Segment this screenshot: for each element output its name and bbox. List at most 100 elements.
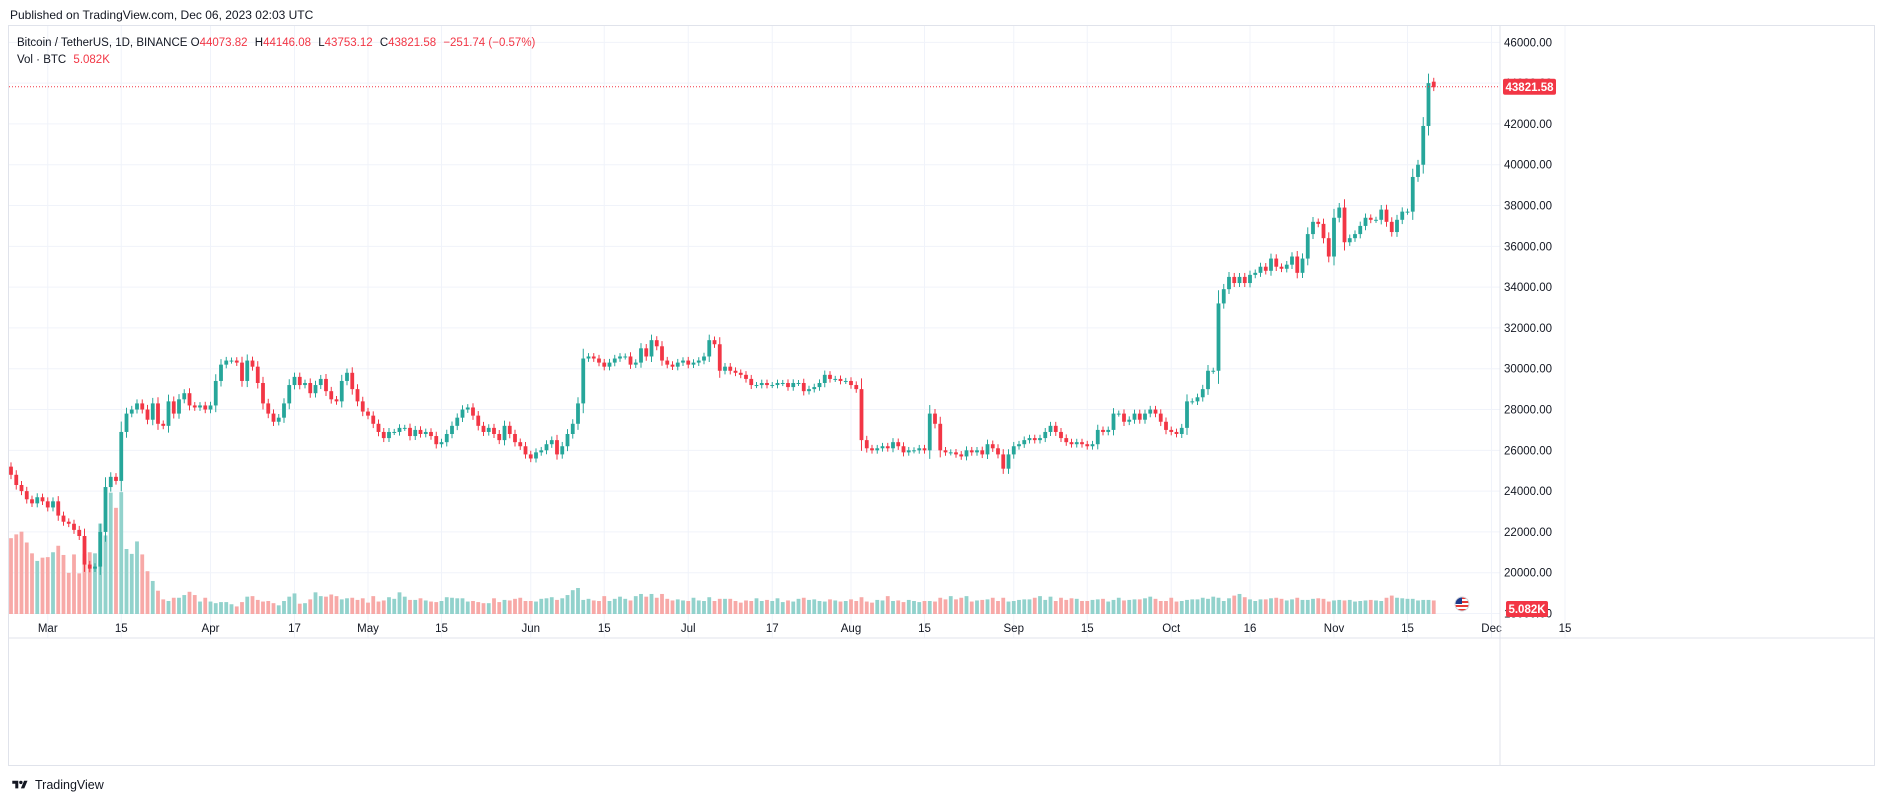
- volume-bar: [423, 600, 428, 614]
- volume-bar: [1206, 598, 1210, 614]
- open-key: O: [190, 37, 200, 49]
- chart-pane[interactable]: [8, 25, 1875, 766]
- volume-bar: [108, 492, 113, 614]
- volume-bar: [560, 598, 565, 614]
- candle-body: [1274, 258, 1279, 267]
- footer-brand[interactable]: TradingView: [35, 778, 104, 792]
- volume-bar: [854, 601, 859, 614]
- candle-body: [691, 362, 696, 365]
- volume-bar: [324, 596, 328, 614]
- volume-bar: [812, 599, 817, 614]
- candle-body: [565, 434, 570, 447]
- volume-bar: [691, 597, 696, 614]
- volume-bar: [1258, 599, 1263, 614]
- volume-bar: [534, 601, 538, 614]
- candle-body: [738, 372, 743, 375]
- candle-body: [429, 431, 433, 437]
- candle-body: [807, 389, 811, 392]
- volume-bar: [1353, 601, 1357, 614]
- candle-body: [607, 362, 612, 367]
- volume-bar: [744, 600, 748, 614]
- candle-body: [324, 378, 328, 392]
- candle-body: [1284, 264, 1289, 269]
- price-tick-label: 38000.00: [1504, 201, 1552, 213]
- volume-bar: [1116, 597, 1121, 614]
- time-tick-label: 15: [115, 623, 128, 635]
- volume-bar: [576, 588, 580, 614]
- candle-body: [1132, 413, 1137, 420]
- volume-bar: [649, 593, 654, 614]
- volume-bar: [670, 600, 675, 614]
- volume-bar: [586, 598, 591, 614]
- candle-body: [1111, 413, 1116, 430]
- volume-bar: [1111, 599, 1116, 614]
- time-tick-label: 15: [1559, 623, 1572, 635]
- volume-bar: [381, 600, 386, 614]
- volume-label[interactable]: Vol · BTC: [17, 54, 67, 66]
- symbol-title[interactable]: Bitcoin / TetherUS, 1D, BINANCE: [17, 37, 188, 49]
- candle-body: [880, 446, 885, 449]
- volume-bar: [544, 598, 549, 614]
- candle-body: [376, 423, 381, 432]
- candle-body: [1148, 409, 1153, 414]
- candle-body: [560, 446, 565, 455]
- volume-bar: [644, 596, 649, 614]
- candle-body: [313, 385, 318, 394]
- candle-body: [318, 378, 323, 386]
- candle-body: [381, 431, 386, 439]
- candle-body: [1232, 276, 1237, 284]
- candle-body: [135, 403, 139, 410]
- volume-bar: [1216, 597, 1221, 614]
- volume-bar: [660, 593, 664, 614]
- candle-body: [150, 403, 155, 420]
- volume-value: 5.082K: [73, 54, 110, 66]
- us-flag-icon[interactable]: [1454, 596, 1470, 612]
- price-tick-label: 20000.00: [1504, 568, 1552, 580]
- volume-bar: [355, 599, 360, 614]
- candle-body: [198, 405, 202, 408]
- candle-body: [1242, 276, 1247, 284]
- volume-bar: [103, 535, 108, 614]
- volume-bar: [927, 601, 932, 614]
- candle-body: [1195, 397, 1200, 402]
- candle-body: [1080, 442, 1084, 445]
- candle-body: [192, 405, 197, 408]
- candle-body: [329, 391, 334, 400]
- candle-body: [1353, 234, 1357, 239]
- volume-bar: [1284, 600, 1289, 614]
- candle-body: [796, 383, 801, 384]
- candle-body: [465, 407, 470, 410]
- candle-body: [14, 474, 19, 485]
- time-tick-label: 17: [288, 623, 301, 635]
- volume-bar: [1263, 599, 1268, 614]
- candle-body: [166, 401, 171, 426]
- volume-bar: [922, 601, 927, 614]
- volume-bar: [1316, 598, 1321, 614]
- candle-body: [1206, 370, 1210, 390]
- candle-body: [833, 378, 838, 380]
- candle-body: [61, 515, 66, 522]
- volume-bar: [82, 553, 87, 614]
- volume-bar: [1095, 599, 1100, 614]
- candle-body: [1368, 217, 1373, 220]
- volume-bar: [822, 601, 827, 614]
- volume-bar: [1337, 599, 1342, 614]
- candle-body: [870, 448, 874, 451]
- candle-body: [460, 409, 465, 418]
- volume-bar: [114, 507, 118, 614]
- volume-bar: [707, 597, 712, 614]
- volume-bar: [959, 597, 964, 614]
- volume-bar: [1158, 601, 1163, 614]
- candle-body: [1074, 442, 1079, 445]
- candle-body: [838, 378, 843, 381]
- last-price-badge: [1503, 78, 1556, 95]
- volume-bar: [1043, 599, 1048, 614]
- volume-bar: [1416, 600, 1420, 614]
- volume-bar: [864, 601, 869, 614]
- volume-bar: [906, 599, 911, 614]
- price-tick-label: 40000.00: [1504, 160, 1552, 172]
- volume-bar: [492, 598, 496, 614]
- volume-bar: [203, 597, 208, 614]
- volume-bar: [66, 572, 71, 614]
- volume-bar: [444, 597, 449, 614]
